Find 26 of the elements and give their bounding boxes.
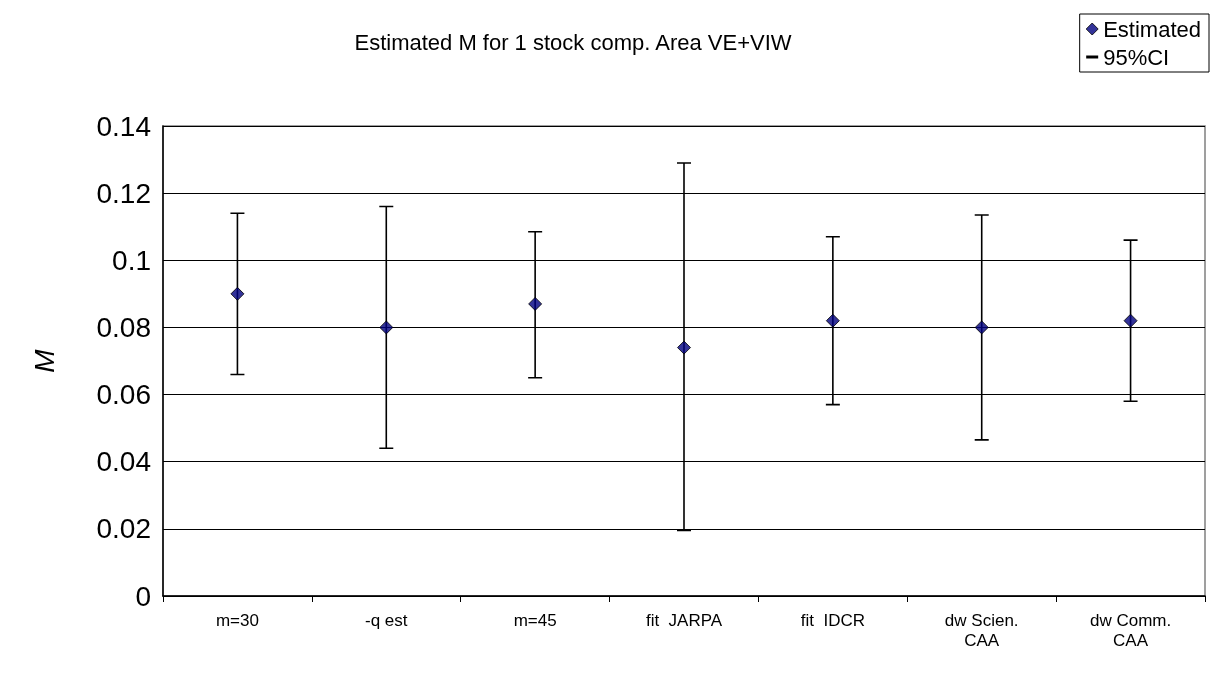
y-tick-label: 0.04: [96, 446, 151, 478]
x-tick-label: m=30: [215, 610, 259, 630]
y-tick-label: 0.12: [96, 177, 151, 209]
y-tick-label: 0.14: [96, 110, 151, 142]
y-axis-title: M: [28, 348, 60, 373]
point: [1123, 313, 1138, 328]
chart-title: Estimated M for 1 stock comp. Area VE+VIW: [354, 29, 792, 55]
x-tick-label: dw Comm. CAA: [1089, 610, 1172, 650]
y-tick-label: 0: [135, 580, 151, 612]
y-tick-label: 0.02: [96, 513, 151, 545]
legend-label: Estimated: [1103, 16, 1202, 42]
point: [528, 296, 543, 311]
x-tick-label: m=45: [513, 610, 557, 630]
point: [974, 320, 989, 335]
y-tick-label: 0.1: [112, 244, 151, 276]
x-tick-label: dw Scien. CAA: [944, 610, 1019, 650]
x-tick-label: fit JARPA: [645, 610, 723, 630]
y-tick-label: 0.06: [96, 379, 151, 411]
point: [677, 340, 691, 355]
text: 95%CI: [1103, 44, 1170, 70]
point: [379, 320, 394, 335]
y-tick-label: 0.08: [96, 311, 151, 343]
x-tick-label: fit IDCR: [800, 610, 865, 630]
point: [230, 286, 245, 301]
x-tick-label: -q est: [365, 610, 408, 630]
point: [825, 313, 840, 328]
